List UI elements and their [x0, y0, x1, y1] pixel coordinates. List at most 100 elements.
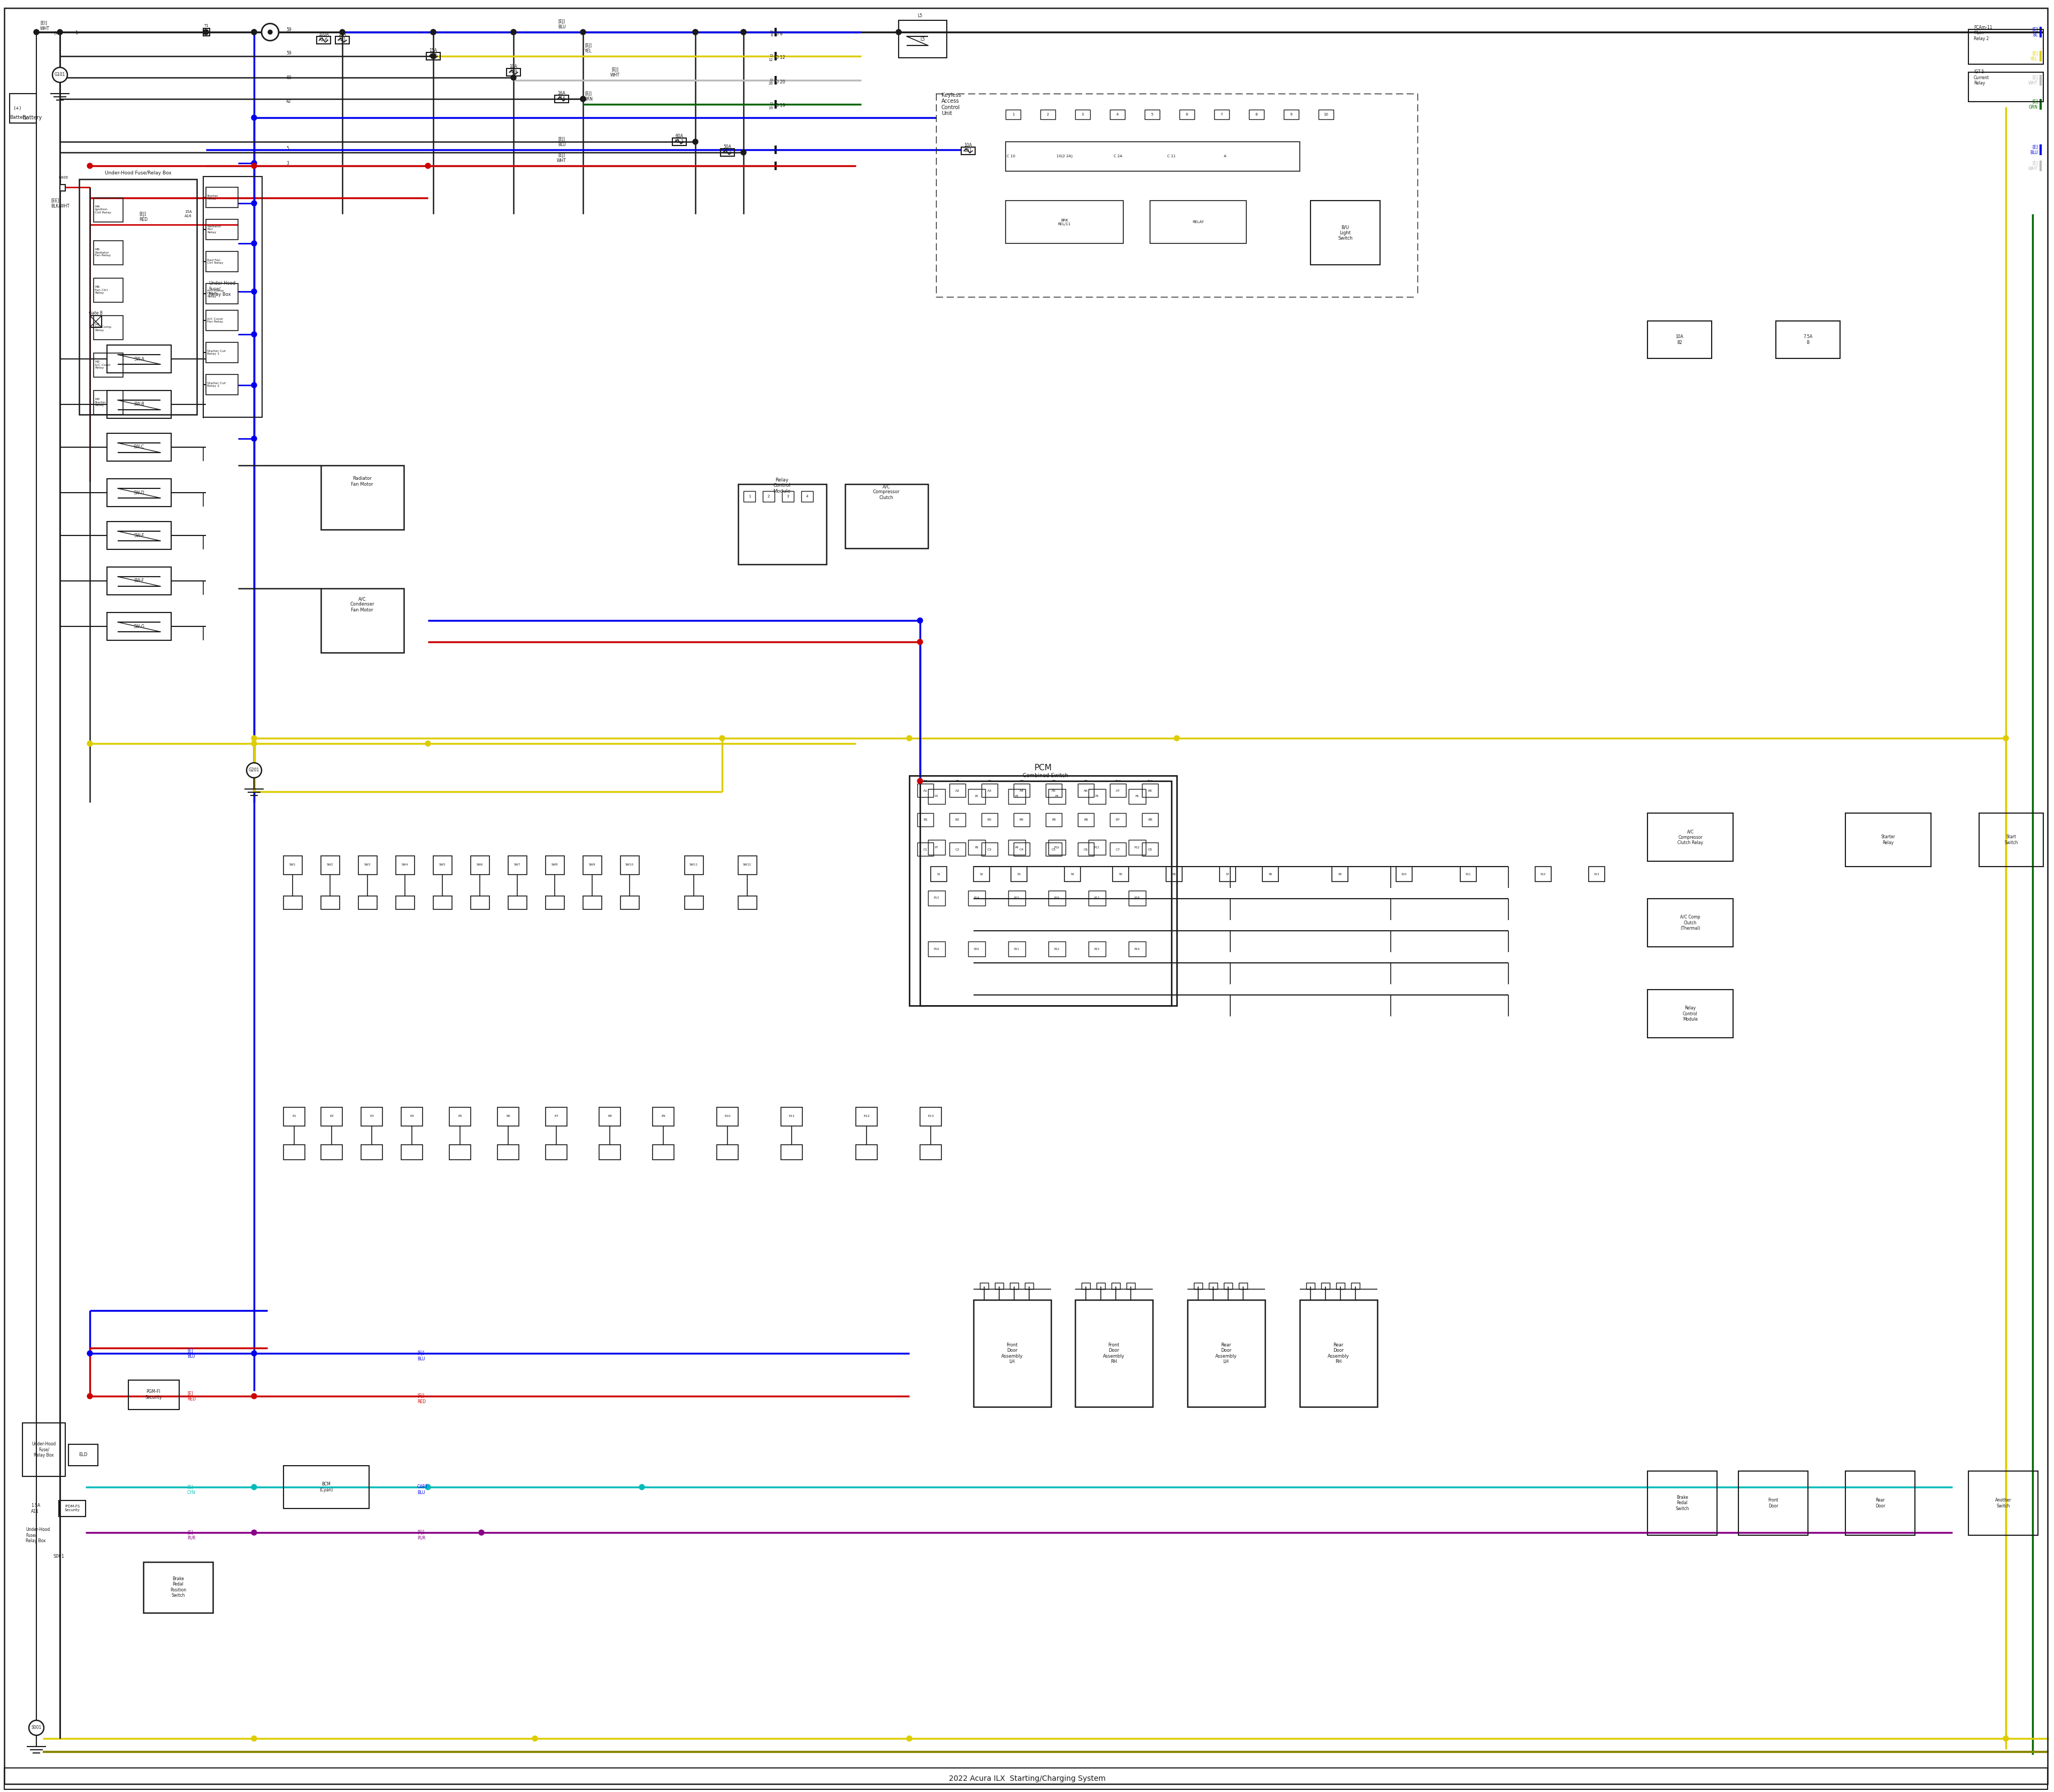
Bar — [10, 93, 37, 124]
Bar — [762, 491, 774, 502]
Circle shape — [741, 29, 746, 34]
Text: S10: S10 — [1401, 873, 1407, 876]
Text: 5: 5 — [286, 147, 290, 151]
Circle shape — [2003, 735, 2009, 740]
Circle shape — [251, 740, 257, 745]
Circle shape — [741, 151, 746, 156]
Text: P21: P21 — [1015, 948, 1019, 950]
Bar — [107, 391, 170, 418]
Text: P10: P10 — [1115, 780, 1121, 783]
Text: [EJ]
GRN: [EJ] GRN — [583, 91, 594, 102]
Text: S2: S2 — [980, 873, 984, 876]
Text: 59: 59 — [286, 27, 292, 32]
Circle shape — [639, 1484, 645, 1489]
Text: E3: E3 — [370, 1115, 374, 1118]
Bar — [620, 896, 639, 909]
Bar — [1968, 1471, 2038, 1536]
Text: IPDM-FS
Security: IPDM-FS Security — [64, 1505, 80, 1512]
Bar — [1011, 867, 1027, 882]
Text: B4: B4 — [1019, 819, 1023, 821]
Text: P8: P8 — [1052, 780, 1056, 783]
Text: E8: E8 — [608, 1115, 612, 1118]
Text: 1: 1 — [1013, 113, 1015, 116]
Text: [E]
PUR: [E] PUR — [187, 1530, 195, 1541]
Bar — [396, 896, 415, 909]
Bar — [546, 896, 565, 909]
Text: SW1: SW1 — [290, 864, 296, 866]
Text: [EJ]
BLU: [EJ] BLU — [559, 136, 565, 147]
Bar — [1284, 109, 1298, 120]
Text: 1: 1 — [748, 495, 750, 498]
Bar — [717, 1107, 737, 1125]
Text: 10(2 2A): 10(2 2A) — [1056, 154, 1072, 158]
Bar — [600, 1145, 620, 1159]
Text: Battery: Battery — [10, 115, 27, 120]
Circle shape — [425, 740, 431, 745]
Text: E7: E7 — [555, 1115, 559, 1118]
Bar — [205, 375, 238, 394]
Circle shape — [251, 435, 257, 441]
Circle shape — [58, 29, 62, 34]
Text: S001: S001 — [31, 1726, 41, 1731]
Text: B8: B8 — [1148, 819, 1152, 821]
Text: Relay
Control
Module: Relay Control Module — [1682, 1005, 1699, 1021]
Bar — [90, 315, 101, 328]
Bar — [1128, 891, 1146, 905]
Bar — [1220, 867, 1237, 882]
Text: C4B7
BLU: C4B7 BLU — [417, 1484, 427, 1495]
Text: P20: P20 — [974, 948, 980, 950]
Text: E4: E4 — [409, 1115, 415, 1118]
Bar — [1109, 109, 1126, 120]
Bar — [1224, 1283, 1232, 1288]
Circle shape — [918, 778, 922, 783]
Text: SW3: SW3 — [364, 864, 372, 866]
Circle shape — [339, 29, 345, 34]
Text: 5: 5 — [1150, 113, 1154, 116]
Text: P6: P6 — [988, 780, 992, 783]
Bar — [684, 857, 702, 874]
Bar — [974, 1299, 1052, 1407]
Bar — [60, 185, 66, 192]
Bar — [857, 1107, 877, 1125]
Text: [EJ]
BLU: [EJ] BLU — [559, 20, 565, 29]
Circle shape — [33, 29, 39, 34]
Text: C 2A: C 2A — [1113, 154, 1121, 158]
Circle shape — [692, 29, 698, 34]
Bar — [470, 857, 489, 874]
Circle shape — [251, 240, 257, 246]
Bar — [1249, 109, 1263, 120]
Circle shape — [532, 1736, 538, 1742]
Bar — [1647, 814, 1734, 862]
Text: Starter
Relay: Starter Relay — [1881, 835, 1896, 846]
Bar — [1009, 840, 1025, 855]
Bar — [1142, 783, 1158, 797]
Text: SW-E: SW-E — [134, 532, 144, 538]
Text: S3: S3 — [1017, 873, 1021, 876]
Text: A1: A1 — [922, 788, 928, 792]
Bar — [1352, 1283, 1360, 1288]
Text: D 19: D 19 — [776, 104, 785, 108]
Bar — [1179, 109, 1195, 120]
Text: SW-G: SW-G — [134, 624, 144, 629]
Circle shape — [251, 1351, 257, 1357]
Bar — [1128, 840, 1146, 855]
Text: 10A
B2: 10A B2 — [1676, 335, 1684, 344]
Bar — [362, 1145, 382, 1159]
Text: Rear
Door: Rear Door — [1875, 1498, 1886, 1509]
Text: SW2: SW2 — [327, 864, 333, 866]
Circle shape — [203, 29, 210, 34]
Bar — [1647, 1471, 1717, 1536]
Text: P10: P10 — [1054, 846, 1060, 849]
Bar — [1078, 842, 1095, 857]
Text: 2: 2 — [1048, 113, 1050, 116]
Text: P6: P6 — [1136, 796, 1140, 797]
Circle shape — [251, 1484, 257, 1489]
Bar — [450, 1145, 470, 1159]
Bar — [928, 788, 945, 805]
Text: D
12: D 12 — [768, 54, 772, 61]
Circle shape — [261, 23, 279, 41]
Bar — [203, 177, 263, 418]
Text: D
20: D 20 — [768, 79, 772, 86]
Circle shape — [267, 30, 273, 34]
Bar — [1041, 109, 1056, 120]
